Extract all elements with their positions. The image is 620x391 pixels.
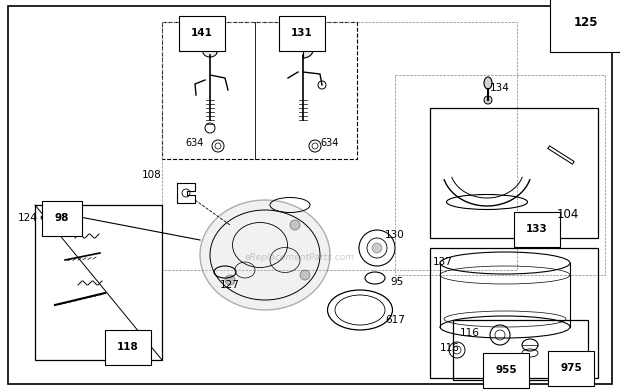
Text: 133: 133: [526, 224, 548, 234]
Text: 955: 955: [495, 365, 517, 375]
Text: 124: 124: [18, 213, 38, 223]
Text: 125: 125: [574, 16, 598, 29]
Text: 116: 116: [440, 343, 460, 353]
Text: 118: 118: [117, 342, 139, 352]
Text: 617: 617: [385, 315, 405, 325]
Polygon shape: [303, 42, 313, 58]
Text: 98: 98: [55, 213, 69, 223]
Circle shape: [225, 275, 235, 285]
Text: 104: 104: [557, 208, 579, 221]
Text: 131: 131: [291, 28, 313, 38]
Text: 634: 634: [186, 138, 204, 148]
Text: 975: 975: [560, 363, 582, 373]
Bar: [453, 320, 588, 380]
Text: 134: 134: [490, 83, 510, 93]
Ellipse shape: [200, 200, 330, 310]
Bar: [430, 248, 598, 378]
Circle shape: [290, 220, 300, 230]
Text: 137: 137: [433, 257, 453, 267]
Bar: [35, 205, 162, 360]
Text: 108: 108: [142, 170, 162, 180]
Text: 116: 116: [460, 328, 480, 338]
Bar: [162, 22, 357, 159]
Circle shape: [300, 270, 310, 280]
Bar: [430, 108, 598, 238]
Circle shape: [372, 243, 382, 253]
Bar: [162, 22, 517, 270]
Text: 141: 141: [191, 28, 213, 38]
Bar: [395, 75, 605, 275]
Text: 95: 95: [391, 277, 404, 287]
Ellipse shape: [484, 77, 492, 89]
Text: 127: 127: [220, 280, 240, 290]
Text: 130: 130: [385, 230, 405, 240]
Text: eReplacementParts.com: eReplacementParts.com: [245, 253, 355, 262]
Circle shape: [484, 96, 492, 104]
Text: 634: 634: [321, 138, 339, 148]
Polygon shape: [203, 47, 217, 57]
